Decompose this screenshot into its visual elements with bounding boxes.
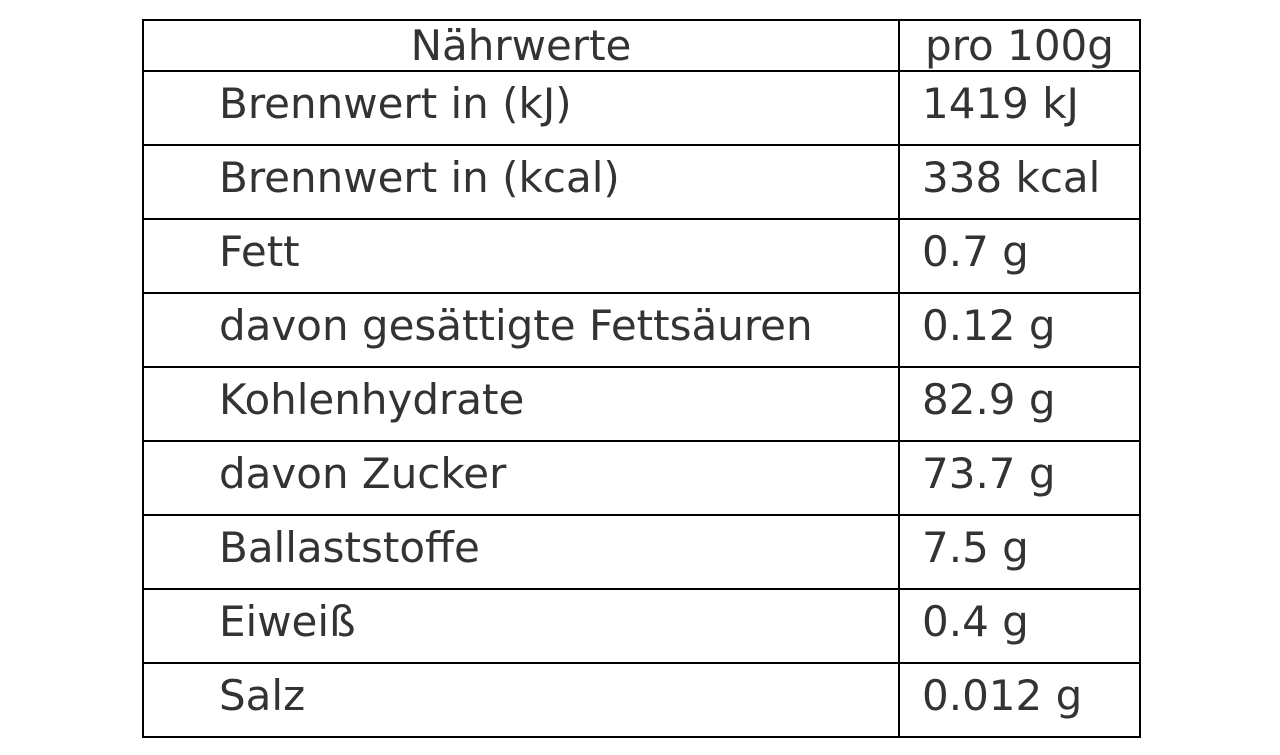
nutrient-value-text: 0.12 g bbox=[922, 301, 1056, 350]
table-header-row: Nährwerte pro 100g bbox=[142, 19, 1141, 72]
nutrient-value: 0.012 g bbox=[898, 662, 1141, 738]
table-row: Eiweiß 0.4 g bbox=[142, 588, 1141, 664]
header-nutrients: Nährwerte bbox=[142, 19, 900, 72]
nutrient-value: 7.5 g bbox=[898, 514, 1141, 590]
nutrient-name-text: Salz bbox=[219, 671, 306, 720]
nutrient-value: 82.9 g bbox=[898, 366, 1141, 442]
table-row: Kohlenhydrate 82.9 g bbox=[142, 366, 1141, 442]
nutrient-name-text: davon gesättigte Fettsäuren bbox=[219, 301, 813, 350]
nutrient-value: 0.12 g bbox=[898, 292, 1141, 368]
nutrient-name-text: Brennwert in (kJ) bbox=[219, 79, 572, 128]
table-row: Salz 0.012 g bbox=[142, 662, 1141, 738]
nutrient-name-text: Kohlenhydrate bbox=[219, 375, 525, 424]
nutrient-value-text: 7.5 g bbox=[922, 523, 1029, 572]
nutrient-value: 338 kcal bbox=[898, 144, 1141, 220]
nutrient-value-text: 82.9 g bbox=[922, 375, 1056, 424]
nutrient-value-text: 338 kcal bbox=[922, 153, 1101, 202]
nutrient-name: Eiweiß bbox=[142, 588, 900, 664]
nutrient-name: Brennwert in (kcal) bbox=[142, 144, 900, 220]
nutrient-name: Kohlenhydrate bbox=[142, 366, 900, 442]
nutrient-name: davon gesättigte Fettsäuren bbox=[142, 292, 900, 368]
table-row: Brennwert in (kJ) 1419 kJ bbox=[142, 70, 1141, 146]
nutrition-table: Nährwerte pro 100g Brennwert in (kJ) 141… bbox=[142, 19, 1141, 738]
nutrient-value: 0.7 g bbox=[898, 218, 1141, 294]
table-row: Ballaststoffe 7.5 g bbox=[142, 514, 1141, 590]
nutrient-value-text: 73.7 g bbox=[922, 449, 1056, 498]
table-row: Brennwert in (kcal) 338 kcal bbox=[142, 144, 1141, 220]
nutrient-value-text: 0.7 g bbox=[922, 227, 1029, 276]
table-row: davon Zucker 73.7 g bbox=[142, 440, 1141, 516]
nutrient-name: davon Zucker bbox=[142, 440, 900, 516]
nutrient-value: 1419 kJ bbox=[898, 70, 1141, 146]
nutrient-value: 0.4 g bbox=[898, 588, 1141, 664]
nutrient-name-text: Brennwert in (kcal) bbox=[219, 153, 620, 202]
table-row: davon gesättigte Fettsäuren 0.12 g bbox=[142, 292, 1141, 368]
nutrient-name: Ballaststoffe bbox=[142, 514, 900, 590]
header-per-100g: pro 100g bbox=[898, 19, 1141, 72]
table-row: Fett 0.7 g bbox=[142, 218, 1141, 294]
nutrient-value: 73.7 g bbox=[898, 440, 1141, 516]
nutrient-value-text: 1419 kJ bbox=[922, 79, 1079, 128]
nutrient-name: Brennwert in (kJ) bbox=[142, 70, 900, 146]
nutrient-value-text: 0.4 g bbox=[922, 597, 1029, 646]
nutrient-name: Salz bbox=[142, 662, 900, 738]
nutrient-name-text: davon Zucker bbox=[219, 449, 507, 498]
nutrient-name: Fett bbox=[142, 218, 900, 294]
nutrient-name-text: Ballaststoffe bbox=[219, 523, 480, 572]
nutrient-name-text: Fett bbox=[219, 227, 300, 276]
nutrient-value-text: 0.012 g bbox=[922, 671, 1083, 720]
nutrient-name-text: Eiweiß bbox=[219, 597, 356, 646]
